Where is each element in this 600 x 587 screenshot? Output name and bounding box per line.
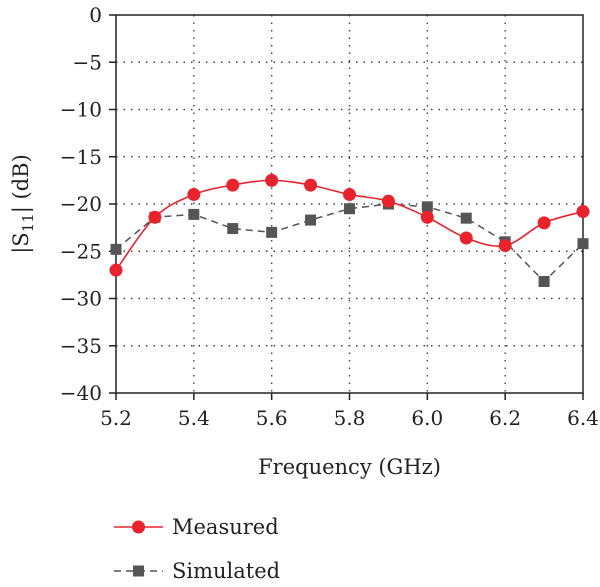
data-point-simulated xyxy=(266,226,278,238)
legend-marker xyxy=(133,565,144,577)
y-tick-label: −25 xyxy=(60,239,102,263)
data-point-measured xyxy=(265,173,279,187)
data-point-simulated xyxy=(460,212,472,224)
y-axis-label-prefix: |S xyxy=(9,232,34,253)
legend-item-simulated: Simulated xyxy=(114,559,280,583)
x-tick-label: 5.6 xyxy=(256,406,288,430)
data-point-measured xyxy=(420,210,434,224)
y-tick-label: −30 xyxy=(60,287,102,311)
x-tick-label: 5.8 xyxy=(334,406,366,430)
data-point-measured xyxy=(459,231,473,245)
data-point-measured xyxy=(226,178,240,192)
data-point-simulated xyxy=(577,238,589,250)
data-point-measured xyxy=(148,210,162,224)
data-point-simulated xyxy=(227,223,239,235)
y-tick-label: −35 xyxy=(60,334,102,358)
y-axis-label-suffix: | (dB) xyxy=(9,154,34,213)
data-point-measured xyxy=(343,188,356,202)
legend: Measured Simulated xyxy=(114,515,280,583)
axis-ticks: 0 −5 −10 −15 −20 −25 −30 −35 −405.2 5.4 5.6 5.8 6.0 6… xyxy=(60,3,599,430)
y-tick-label: 0 xyxy=(89,3,102,27)
data-point-simulated xyxy=(538,275,550,287)
x-tick-label: 5.4 xyxy=(178,406,210,430)
data-series xyxy=(109,173,590,287)
data-point-measured xyxy=(304,178,318,192)
x-tick-label: 6.4 xyxy=(567,406,599,430)
data-point-measured xyxy=(381,194,395,208)
data-point-measured xyxy=(109,263,123,277)
y-tick-label: −40 xyxy=(60,381,102,405)
data-point-measured xyxy=(187,188,201,202)
y-tick-label: −5 xyxy=(73,50,102,74)
x-tick-label: 6.0 xyxy=(411,406,443,430)
y-tick-label: −10 xyxy=(60,98,102,122)
data-point-simulated xyxy=(188,208,200,220)
y-axis-label: |S11| (dB) xyxy=(9,154,37,254)
grid-lines xyxy=(116,15,583,393)
data-point-measured xyxy=(576,205,590,219)
data-point-simulated xyxy=(110,243,122,255)
legend-marker xyxy=(132,520,145,534)
data-point-measured xyxy=(498,239,512,253)
series-simulated xyxy=(110,198,589,287)
x-axis-label: Frequency (GHz) xyxy=(258,455,441,479)
y-axis-label-subscript: 11 xyxy=(19,213,37,232)
x-tick-label: 6.2 xyxy=(489,406,521,430)
legend-item-measured: Measured xyxy=(114,515,279,539)
x-tick-label: 5.2 xyxy=(100,406,132,430)
y-tick-label: −15 xyxy=(60,145,102,169)
legend-label: Simulated xyxy=(172,559,280,583)
series-measured xyxy=(109,173,590,277)
data-point-measured xyxy=(537,216,551,230)
data-point-simulated xyxy=(305,214,317,226)
y-tick-label: −20 xyxy=(60,192,102,216)
legend-label: Measured xyxy=(172,515,279,539)
data-point-simulated xyxy=(421,201,433,213)
data-point-simulated xyxy=(344,203,355,215)
